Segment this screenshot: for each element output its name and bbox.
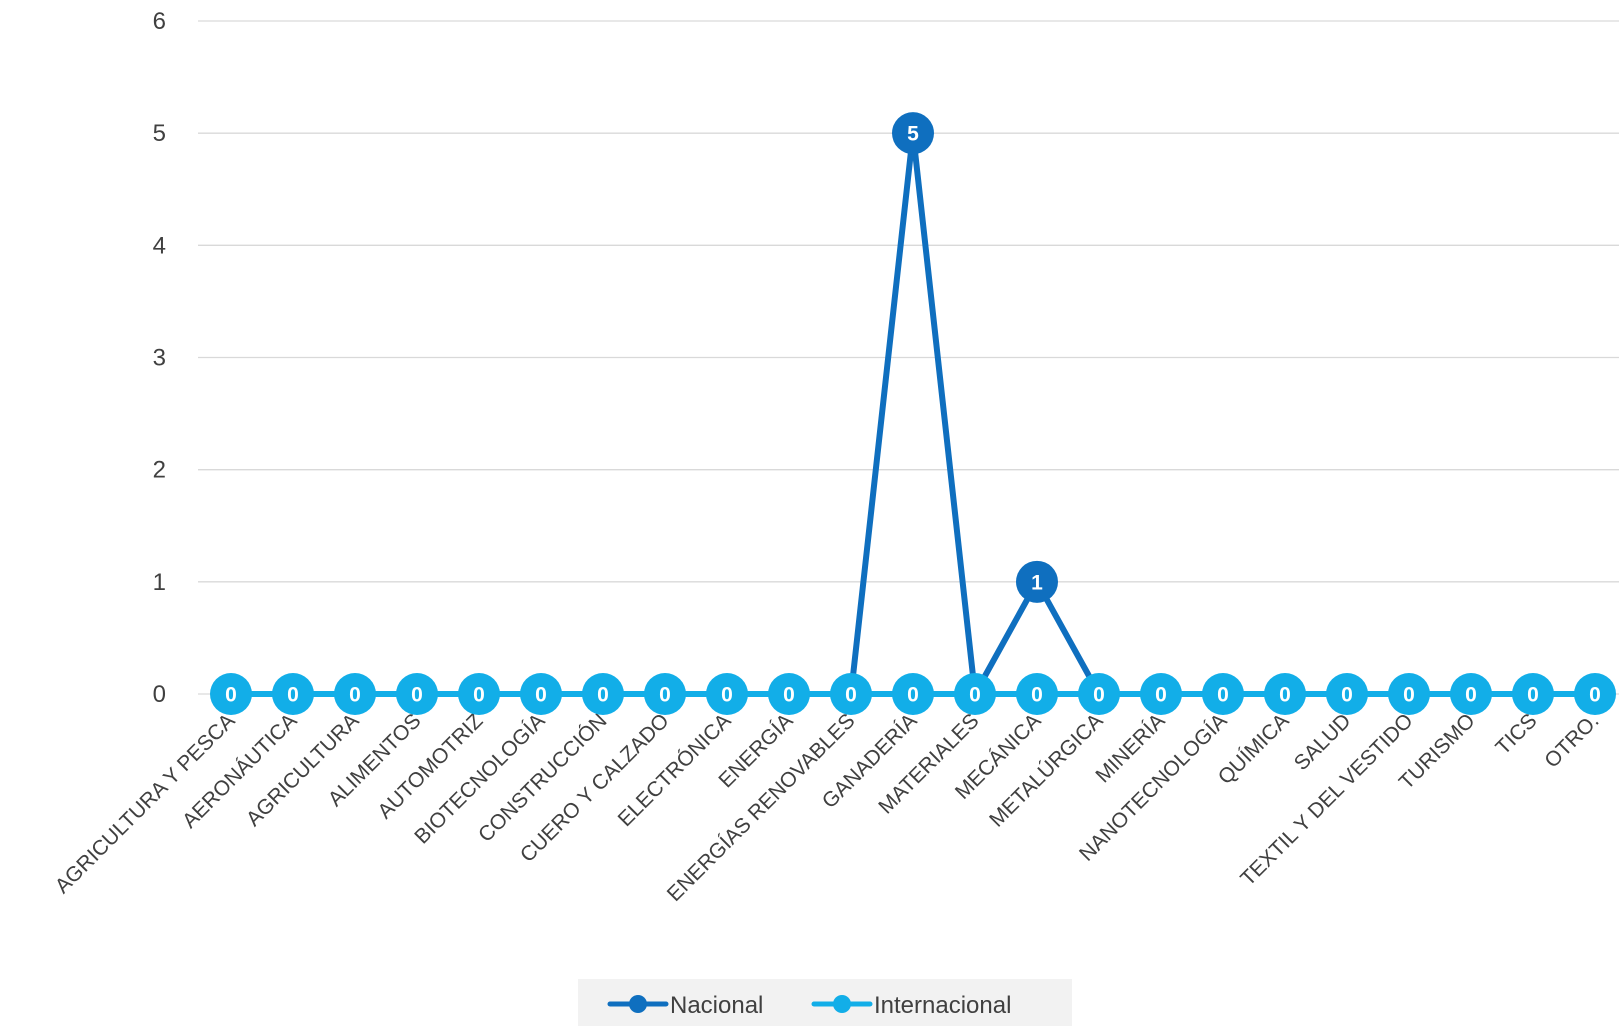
data-point-marker	[1450, 673, 1492, 715]
data-point-marker	[1388, 673, 1430, 715]
data-point-marker	[644, 673, 686, 715]
series-nacional: 51	[228, 112, 1598, 697]
y-axis-tick-labels: 0 1 2 3 4 5 6	[153, 8, 166, 708]
data-label: 0	[473, 684, 485, 707]
x-tick-label: METALÚRGICA	[985, 709, 1107, 831]
data-label: 0	[349, 684, 361, 707]
data-label: 0	[1217, 684, 1229, 707]
data-point-marker	[396, 673, 438, 715]
data-label: 0	[1031, 684, 1043, 707]
data-point-marker	[1140, 673, 1182, 715]
data-label: 0	[287, 684, 299, 707]
legend-internacional-marker	[833, 995, 851, 1013]
data-label: 0	[225, 684, 237, 707]
x-tick-label: AGRICULTURA	[242, 709, 364, 831]
legend-nacional-marker	[629, 995, 647, 1013]
data-point-marker	[210, 673, 252, 715]
data-point-marker	[1512, 673, 1554, 715]
data-point-marker	[1264, 673, 1306, 715]
data-label: 0	[1403, 684, 1415, 707]
data-label: 0	[969, 684, 981, 707]
y-tick-label: 6	[153, 8, 166, 35]
data-point-marker	[520, 673, 562, 715]
series-internacional: 0 0 0 0 0 0 0 0 0 0 0 0 0 0 0 0 0 0 0 0 0 0 0	[210, 673, 1616, 715]
data-label: 0	[845, 684, 857, 707]
legend-internacional-label: Internacional	[874, 992, 1011, 1019]
y-tick-label: 2	[153, 457, 166, 484]
data-point-marker	[892, 112, 934, 155]
legend: Nacional Internacional	[578, 979, 1072, 1026]
data-label: 0	[1155, 684, 1167, 707]
data-label: 0	[659, 684, 671, 707]
data-label: 0	[907, 684, 919, 707]
x-tick-label: OTRO.	[1540, 709, 1603, 772]
data-point-marker	[954, 673, 996, 715]
legend-nacional-label: Nacional	[670, 992, 763, 1019]
data-label: 0	[411, 684, 423, 707]
y-tick-label: 1	[153, 569, 166, 596]
series-lines: 510 0 0 0 0 0 0 0 0 0 0 0 0 0 0 0 0 0 0 0 0 0 0	[210, 112, 1616, 715]
data-label: 5	[907, 123, 919, 146]
x-tick-label: TICS	[1491, 709, 1541, 759]
data-point-marker	[334, 673, 376, 715]
data-point-marker	[768, 673, 810, 715]
data-label: 0	[1589, 684, 1601, 707]
data-point-marker	[582, 673, 624, 715]
data-label: 0	[597, 684, 609, 707]
data-point-marker	[1202, 673, 1244, 715]
x-tick-label: ELECTRÓNICA	[614, 709, 736, 831]
y-tick-label: 4	[153, 232, 166, 259]
y-tick-label: 0	[153, 681, 166, 708]
data-label: 1	[1031, 571, 1043, 594]
data-label: 0	[1341, 684, 1353, 707]
data-point-marker	[830, 673, 872, 715]
data-point-marker	[1016, 673, 1058, 715]
x-tick-label: AUTOMOTRIZ	[373, 709, 487, 823]
y-tick-label: 3	[153, 345, 166, 372]
data-label: 0	[1093, 684, 1105, 707]
data-label: 0	[1465, 684, 1477, 707]
x-axis-tick-labels: AGRICULTURA Y PESCAAERONÁUTICAAGRICULTUR…	[51, 709, 1604, 906]
data-point-marker	[1078, 673, 1120, 715]
x-tick-label: AERONÁUTICA	[178, 709, 302, 833]
series-line	[228, 130, 1598, 697]
data-label: 0	[783, 684, 795, 707]
data-point-marker	[1574, 673, 1616, 715]
data-point-marker	[1326, 673, 1368, 715]
data-point-marker	[458, 673, 500, 715]
data-point-marker	[892, 673, 934, 715]
data-point-marker	[272, 673, 314, 715]
data-label: 0	[535, 684, 547, 707]
data-label: 0	[721, 684, 733, 707]
y-tick-label: 5	[153, 120, 166, 147]
data-label: 0	[1527, 684, 1539, 707]
data-point-marker	[706, 673, 748, 715]
data-point-marker	[1016, 560, 1058, 603]
data-label: 0	[1279, 684, 1291, 707]
